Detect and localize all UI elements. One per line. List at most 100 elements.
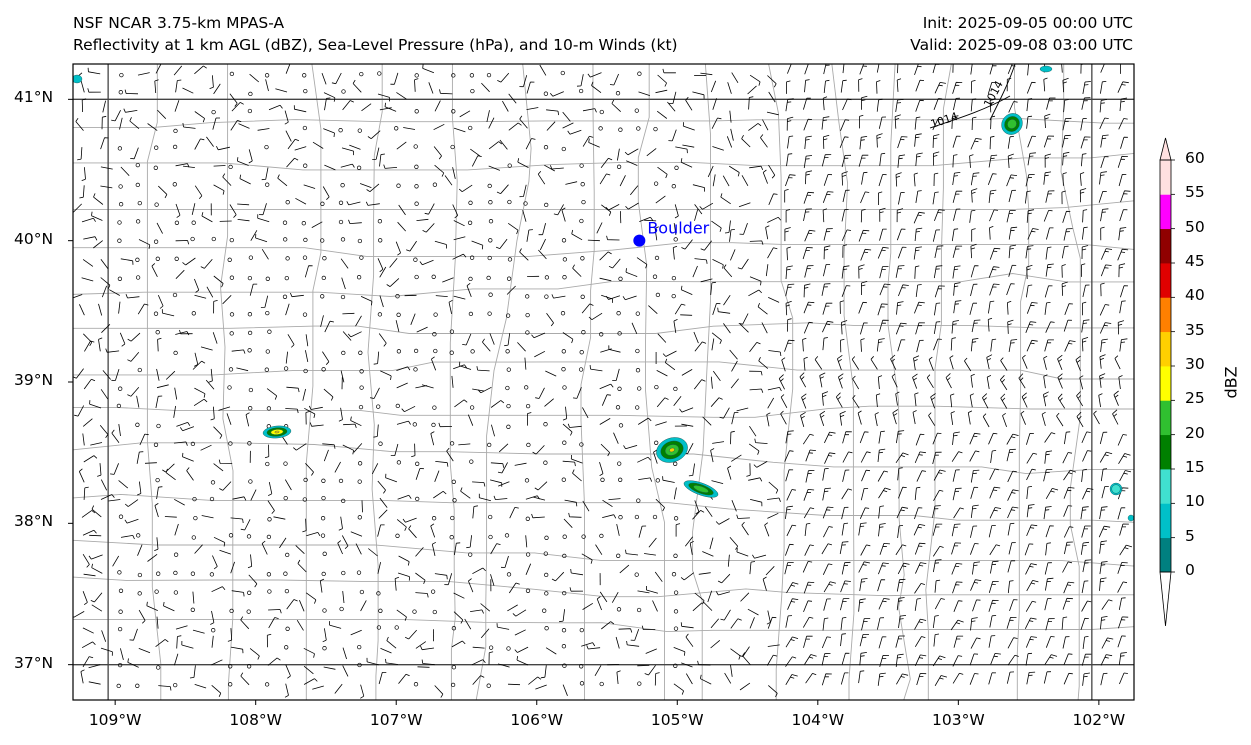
calm-wind-marker (283, 366, 289, 371)
wind-barb (912, 410, 917, 425)
calm-wind-marker (599, 332, 604, 337)
wind-barb (489, 333, 495, 345)
wind-barb (130, 147, 139, 160)
wind-barb (841, 506, 849, 520)
wind-barb (821, 636, 831, 649)
wind-barb (767, 387, 782, 392)
wind-barb (509, 507, 519, 519)
wind-barb (496, 184, 509, 195)
wind-barb (988, 432, 998, 445)
calm-wind-marker (432, 405, 437, 410)
calm-wind-marker (451, 626, 457, 631)
wind-barb (248, 149, 253, 164)
wind-barb (712, 174, 716, 187)
wind-barb (710, 80, 717, 93)
wind-barb (111, 368, 120, 381)
wind-barb (839, 411, 846, 426)
wind-barb (81, 641, 96, 649)
calm-wind-marker (505, 349, 510, 354)
wind-barb (729, 229, 735, 242)
wind-barb (767, 75, 777, 88)
calm-wind-marker (618, 276, 623, 281)
wind-barb (1079, 188, 1087, 203)
calm-wind-marker (153, 239, 159, 244)
wind-barb (564, 499, 578, 507)
calm-wind-marker (543, 460, 548, 465)
wind-barb (842, 469, 850, 482)
calm-wind-marker (414, 73, 419, 78)
wind-barb (596, 596, 602, 611)
wind-barb (303, 678, 318, 685)
wind-barb (83, 455, 98, 463)
calm-wind-marker (506, 276, 512, 281)
wind-barb (685, 673, 693, 685)
wind-barb (914, 301, 925, 314)
wind-barb (189, 665, 196, 679)
wind-barb (1008, 264, 1017, 277)
wind-barb (239, 174, 251, 185)
wind-barb (727, 554, 730, 567)
county-border (475, 64, 532, 700)
wind-barb (710, 397, 723, 407)
wind-barb (988, 300, 995, 314)
wind-barb (969, 432, 981, 445)
wind-barb (821, 154, 832, 167)
wind-barb (655, 421, 667, 426)
wind-barb (303, 184, 316, 189)
wind-barb (284, 110, 289, 125)
wind-barb (623, 445, 638, 450)
wind-barb (1006, 433, 1019, 445)
calm-wind-marker (283, 237, 288, 242)
calm-wind-marker (227, 385, 232, 390)
wind-barb (1080, 64, 1086, 74)
calm-wind-marker (654, 440, 659, 445)
wind-barb (98, 303, 103, 316)
wind-barb (720, 609, 731, 621)
wind-barb (109, 289, 120, 296)
wind-barb (803, 581, 815, 594)
calm-wind-marker (450, 515, 455, 521)
wind-barb (100, 277, 111, 289)
wind-barb (767, 644, 780, 647)
wind-barb (1081, 337, 1089, 352)
wind-barb (681, 423, 694, 427)
wind-barb (1025, 190, 1031, 204)
wind-barb (1008, 189, 1016, 203)
wind-barb (490, 574, 495, 586)
wind-barb (174, 498, 185, 506)
wind-barb (434, 164, 445, 177)
wind-barb (1117, 155, 1128, 168)
wind-barb (127, 351, 140, 362)
wind-barb (895, 322, 907, 335)
model-title: NSF NCAR 3.75-km MPAS-A (73, 14, 285, 32)
wind-barb (928, 412, 936, 426)
wind-barb (1114, 355, 1121, 370)
wind-barb (587, 72, 602, 78)
wind-barb (1061, 616, 1068, 630)
wind-barb (731, 72, 739, 84)
calm-wind-marker (341, 570, 346, 576)
calm-wind-marker (118, 386, 123, 391)
wind-barb (1100, 282, 1105, 297)
wind-barb (80, 80, 85, 93)
wind-barb (934, 209, 945, 222)
wind-barb (360, 600, 367, 612)
calm-wind-marker (525, 312, 530, 318)
wind-barb (898, 192, 905, 205)
wind-barb (1064, 431, 1071, 445)
wind-barb (218, 459, 233, 464)
wind-barb (1062, 452, 1073, 464)
wind-barb (648, 537, 657, 548)
calm-wind-marker (118, 609, 123, 614)
calm-wind-marker (341, 498, 346, 504)
wind-barb (1026, 468, 1036, 481)
wind-barb (1064, 541, 1073, 555)
calm-wind-marker (359, 71, 364, 77)
wind-barb (822, 487, 831, 501)
calm-wind-marker (637, 681, 642, 686)
wind-barb (562, 122, 574, 129)
wind-barb (1100, 468, 1108, 482)
wind-barb (785, 543, 794, 556)
wind-barb (100, 647, 113, 656)
wind-barb (969, 393, 974, 408)
